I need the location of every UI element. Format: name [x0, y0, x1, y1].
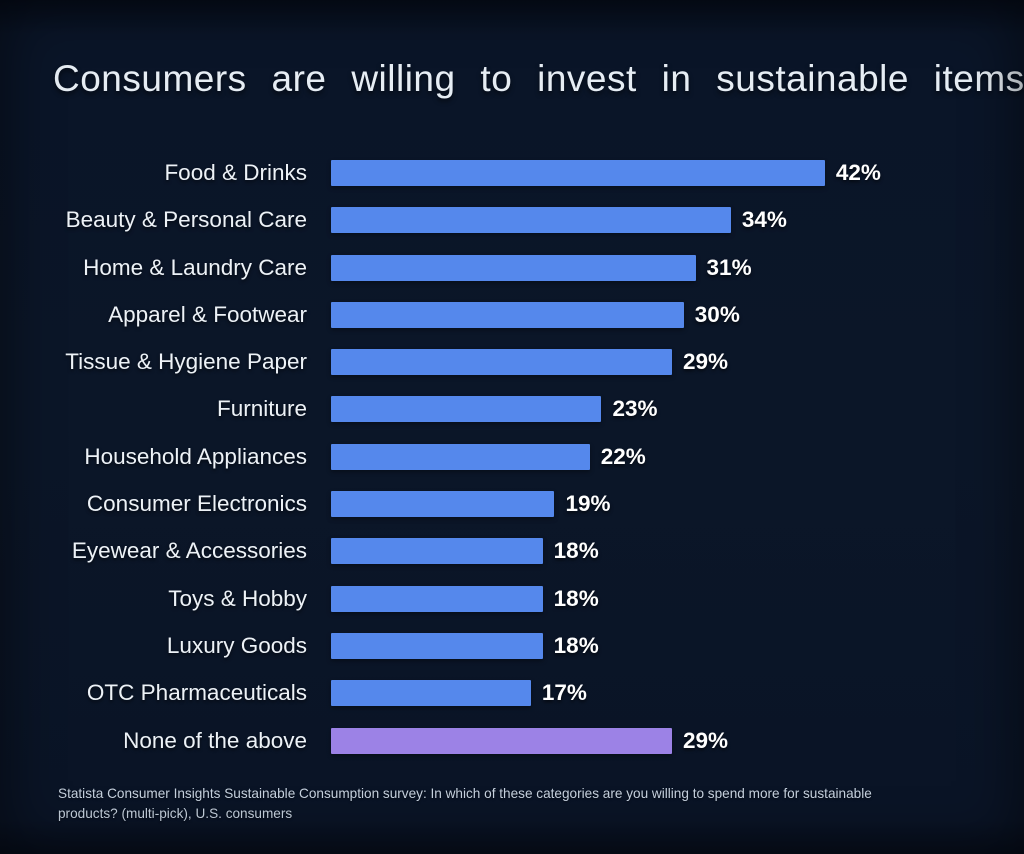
chart-row: Home & Laundry Care 31% — [0, 254, 1024, 281]
category-label: Luxury Goods — [166, 632, 307, 658]
chart-row: Food & Drinks 42% — [0, 160, 1024, 186]
value-label: 42% — [835, 160, 881, 185]
bar — [331, 301, 684, 328]
bar — [331, 160, 825, 186]
value-label: 18% — [553, 632, 599, 658]
category-label: Eyewear & Accessories — [71, 538, 307, 564]
category-label: Food & Drinks — [164, 160, 307, 185]
bar — [331, 207, 731, 234]
chart-row: Consumer Electronics 19% — [0, 491, 1024, 518]
value-label: 29% — [683, 349, 729, 375]
chart-row: Furniture 23% — [0, 396, 1024, 423]
category-label: Tissue & Hygiene Paper — [65, 349, 307, 375]
bar — [331, 254, 696, 281]
value-label: 17% — [541, 680, 587, 706]
source-note: Statista Consumer Insights Sustainable C… — [58, 786, 872, 821]
bar — [331, 585, 543, 612]
bar — [331, 443, 590, 470]
chart-row: Beauty & Personal Care 34% — [0, 207, 1024, 234]
category-label: Furniture — [216, 396, 307, 422]
bar — [331, 632, 543, 659]
bar — [331, 680, 531, 707]
chart-title: Consumers are willing to invest in susta… — [53, 58, 1024, 99]
category-label: Toys & Hobby — [168, 585, 307, 611]
bar-chart: Food & Drinks 42% Beauty & Personal Care… — [0, 160, 1024, 775]
category-label: Beauty & Personal Care — [65, 207, 307, 233]
category-label: Consumer Electronics — [86, 491, 307, 517]
category-label: Apparel & Footwear — [108, 301, 307, 327]
chart-row: Tissue & Hygiene Paper 29% — [0, 349, 1024, 376]
value-label: 23% — [612, 396, 658, 422]
value-label: 18% — [553, 585, 599, 611]
chart-row: None of the above 29% — [0, 727, 1024, 754]
chart-row: Eyewear & Accessories 18% — [0, 538, 1024, 565]
bar — [331, 538, 543, 565]
value-label: 19% — [565, 491, 611, 517]
chart-row: Household Appliances 22% — [0, 443, 1024, 470]
category-label: None of the above — [123, 727, 307, 753]
bar — [331, 727, 673, 754]
value-label: 22% — [600, 443, 646, 469]
value-label: 29% — [683, 727, 729, 753]
category-label: Household Appliances — [84, 443, 307, 469]
chart-row: Apparel & Footwear 30% — [0, 301, 1024, 328]
category-label: Home & Laundry Care — [83, 254, 307, 280]
value-label: 31% — [706, 254, 752, 280]
bar — [331, 396, 602, 423]
value-label: 30% — [694, 301, 740, 327]
value-label: 34% — [741, 207, 787, 233]
chart-row: Toys & Hobby 18% — [0, 585, 1024, 612]
value-label: 18% — [553, 538, 599, 564]
bar — [331, 491, 555, 518]
category-label: OTC Pharmaceuticals — [86, 680, 307, 706]
chart-row: Luxury Goods 18% — [0, 632, 1024, 659]
bar — [331, 349, 673, 376]
chart-row: OTC Pharmaceuticals 17% — [0, 680, 1024, 707]
